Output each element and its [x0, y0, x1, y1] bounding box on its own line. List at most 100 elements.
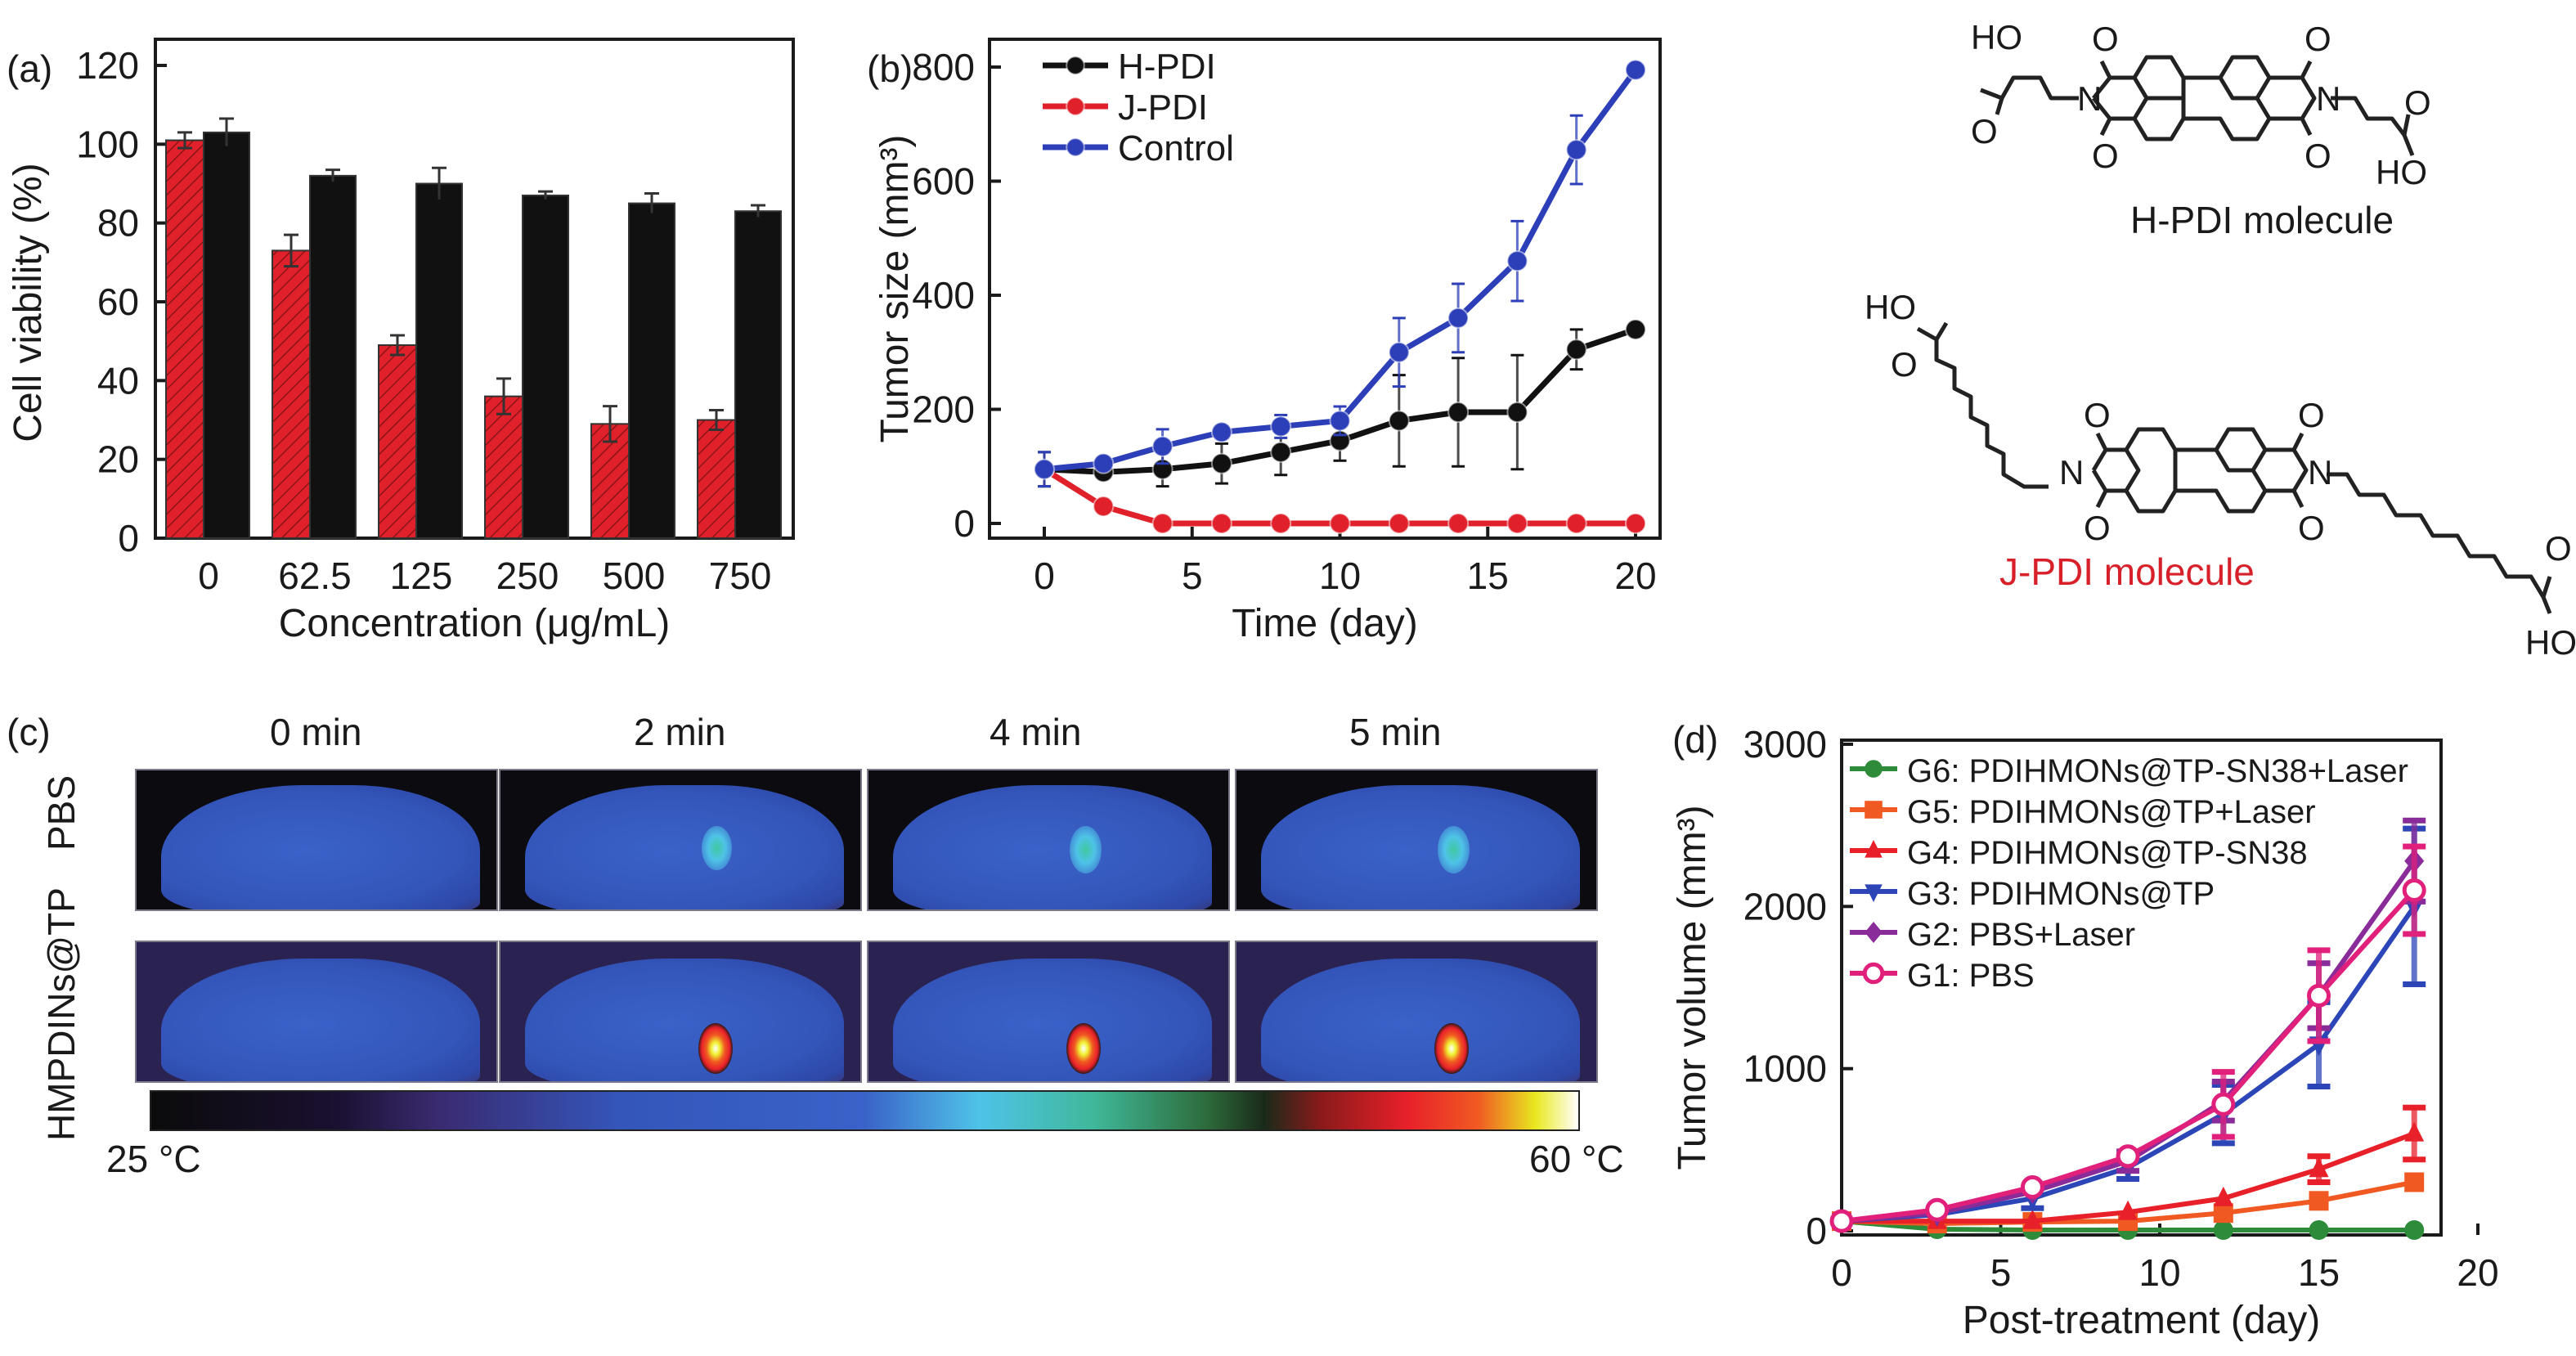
- data-point: [1329, 429, 1351, 451]
- data-point: [2404, 898, 2425, 918]
- y-tick-label-a: 100: [76, 123, 139, 165]
- h-pdi-atom-ho-right: HO: [2376, 153, 2427, 191]
- data-point: [1565, 339, 1587, 361]
- y-tick-label-d: 3000: [1744, 723, 1827, 766]
- data-point: [2404, 1220, 2425, 1241]
- data-point: [1565, 139, 1587, 161]
- temperature-colorbar: [150, 1090, 1580, 1131]
- bar-black: [203, 131, 250, 539]
- data-point: [2022, 1180, 2043, 1204]
- colorbar-max-label: 60 °C: [1529, 1138, 1624, 1180]
- data-point: [1034, 458, 1055, 480]
- row-label-pbs: PBS: [40, 775, 83, 851]
- data-point: [1329, 513, 1351, 534]
- data-point: [1388, 513, 1410, 534]
- data-point: [1329, 410, 1351, 432]
- legend-label: J-PDI: [1118, 88, 1208, 128]
- h-pdi-atom-o: O: [2092, 20, 2119, 58]
- h-pdi-atom-o: O: [2304, 20, 2331, 58]
- data-point: [1925, 1197, 1950, 1222]
- thermal-image: [499, 769, 862, 911]
- bar-black: [628, 202, 675, 539]
- data-point: [2118, 1200, 2138, 1220]
- j-pdi-atom-n-left: N: [2059, 453, 2084, 492]
- x-axis-label-a: Concentration (μg/mL): [279, 602, 671, 645]
- data-point: [2309, 1191, 2329, 1211]
- axes-frame-b: [988, 38, 1662, 540]
- data-point: [2118, 1211, 2138, 1232]
- mouse-body: [161, 959, 480, 1081]
- y-tick-label-a: 40: [97, 359, 139, 402]
- x-tick-label-b: 10: [1319, 555, 1361, 597]
- data-point: [1832, 1209, 1851, 1233]
- h-pdi-atom-ho-left: HO: [1971, 18, 2022, 56]
- bar-red-hatched: [590, 423, 630, 539]
- y-tick-label-a: 80: [97, 202, 139, 245]
- x-tick-label-a: 62.5: [278, 555, 352, 597]
- data-point: [1506, 250, 1528, 272]
- data-point: [1625, 59, 1646, 81]
- data-point: [1447, 513, 1470, 534]
- y-tick-label-a: 0: [118, 517, 139, 559]
- heat-spot: [1070, 826, 1102, 873]
- legend-marker: [1865, 760, 1883, 778]
- y-tick-label-d: 0: [1806, 1210, 1827, 1252]
- bar-red-hatched: [697, 419, 736, 539]
- x-tick-label-a: 0: [198, 555, 219, 597]
- data-point: [1927, 1219, 1947, 1240]
- x-tick-label-a: 250: [496, 555, 559, 597]
- thermal-image: [867, 941, 1230, 1083]
- data-point: [2404, 849, 2425, 873]
- data-point: [2213, 1203, 2233, 1224]
- j-pdi-atom-ho-right: HO: [2525, 623, 2576, 662]
- x-tick-label-a: 500: [603, 555, 666, 597]
- time-label-0: 0 min: [270, 711, 362, 753]
- data-point: [1388, 341, 1410, 363]
- data-point: [1151, 435, 1174, 457]
- thermal-image: [867, 769, 1230, 911]
- data-point: [2213, 1220, 2233, 1241]
- data-point: [1210, 452, 1232, 474]
- data-point: [2404, 1121, 2425, 1142]
- legend-label: G1: PBS: [1907, 958, 2035, 994]
- legend-marker: [1862, 962, 1885, 985]
- j-pdi-atom-o: O: [2084, 509, 2111, 547]
- mouse-body: [893, 959, 1212, 1081]
- h-pdi-molecule: HO O N N O O O O O HO H-PDI molecule: [1971, 18, 2431, 241]
- data-point: [2022, 1190, 2043, 1210]
- thermal-image: [1235, 941, 1598, 1083]
- bar-red-hatched: [165, 139, 204, 539]
- j-pdi-atom-o-right: O: [2545, 529, 2572, 568]
- data-point: [2020, 1174, 2044, 1199]
- data-point: [2213, 1186, 2233, 1206]
- mouse-body: [525, 785, 844, 909]
- data-point: [2309, 1036, 2329, 1057]
- data-point: [2213, 1089, 2233, 1113]
- data-point: [1034, 458, 1055, 480]
- data-point: [2118, 1160, 2138, 1180]
- data-point: [1151, 458, 1174, 480]
- heat-spot: [702, 826, 733, 870]
- h-pdi-atom-o-left: O: [1971, 112, 1998, 150]
- series-line-0: [1043, 326, 1637, 475]
- y-tick-label-d: 1000: [1744, 1048, 1827, 1090]
- j-pdi-atom-ho-left: HO: [1865, 288, 1916, 326]
- y-tick-label-b: 0: [954, 502, 975, 545]
- mouse-body: [1261, 785, 1580, 909]
- data-point: [1927, 1206, 1947, 1227]
- h-pdi-atom-n-left: N: [2077, 79, 2102, 118]
- legend-label: G6: PDIHMONs@TP-SN38+Laser: [1907, 753, 2408, 789]
- y-tick-label-a: 120: [76, 44, 139, 87]
- series-line-2: [1842, 1131, 2416, 1224]
- x-tick-label-b: 5: [1182, 555, 1203, 597]
- series-line-1: [1841, 1179, 2415, 1227]
- data-point: [1210, 421, 1232, 443]
- legend-label: G2: PBS+Laser: [1907, 917, 2135, 953]
- data-point: [1270, 513, 1292, 534]
- data-point: [2118, 1220, 2138, 1241]
- thermal-image: [1235, 769, 1598, 911]
- data-point: [1506, 401, 1528, 423]
- j-pdi-label: J-PDI molecule: [1999, 550, 2255, 593]
- series-line-2: [1043, 68, 1638, 473]
- data-point: [2022, 1209, 2043, 1229]
